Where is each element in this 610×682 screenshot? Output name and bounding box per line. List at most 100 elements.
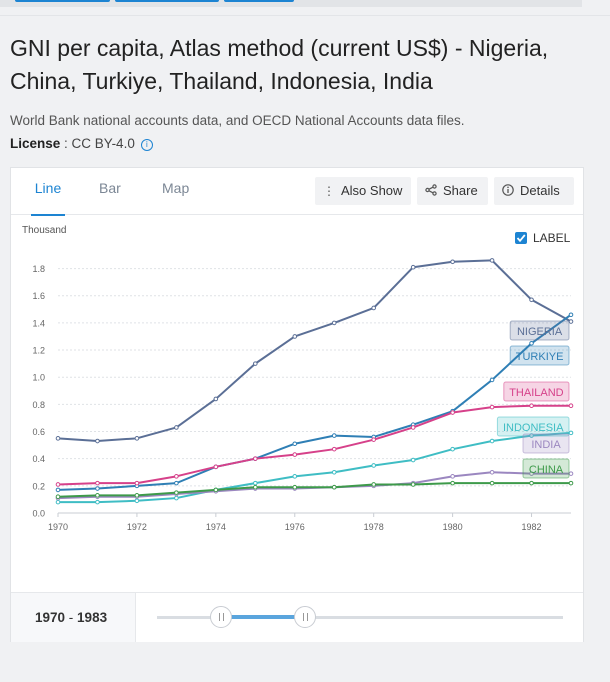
series-label-box xyxy=(522,458,570,479)
also-show-button[interactable]: ⋮ Also Show xyxy=(315,177,411,205)
data-point[interactable] xyxy=(213,487,219,493)
data-point[interactable] xyxy=(253,480,258,486)
data-point[interactable] xyxy=(331,446,337,452)
label-checkbox[interactable] xyxy=(515,232,527,244)
y-tick-label: 1.6 xyxy=(32,291,45,301)
data-point[interactable] xyxy=(174,425,179,430)
data-point[interactable] xyxy=(174,490,179,495)
x-tick-label: 1972 xyxy=(127,522,147,532)
data-point[interactable] xyxy=(568,480,574,486)
data-point[interactable] xyxy=(331,484,337,490)
data-point[interactable] xyxy=(213,464,219,470)
y-tick-label: 1.4 xyxy=(32,318,45,328)
data-point[interactable] xyxy=(371,305,376,311)
data-point[interactable] xyxy=(331,433,337,438)
data-point[interactable] xyxy=(371,482,376,487)
data-point[interactable] xyxy=(174,495,179,501)
data-point[interactable] xyxy=(450,474,455,479)
data-point[interactable] xyxy=(331,469,337,475)
range-slider-selection[interactable] xyxy=(221,615,305,619)
data-point[interactable] xyxy=(292,452,298,457)
series-line-nigeria[interactable] xyxy=(57,259,572,443)
data-point[interactable] xyxy=(55,436,61,441)
tab-map[interactable]: Map xyxy=(162,180,190,196)
data-point[interactable] xyxy=(410,264,416,270)
data-point[interactable] xyxy=(292,334,298,339)
data-point[interactable] xyxy=(95,493,100,498)
top-toolbar-strip xyxy=(0,0,582,7)
y-tick-label: 0.2 xyxy=(32,481,45,491)
data-point[interactable] xyxy=(568,312,574,318)
data-point[interactable] xyxy=(568,403,574,409)
data-point[interactable] xyxy=(95,499,100,505)
series-label-thailand: THAILAND xyxy=(503,381,570,402)
data-point[interactable] xyxy=(489,469,495,475)
data-point[interactable] xyxy=(568,471,574,476)
data-point[interactable] xyxy=(489,258,495,263)
top-tab-indicator-2 xyxy=(115,0,219,2)
data-point[interactable] xyxy=(529,403,534,409)
data-point[interactable] xyxy=(450,259,455,265)
data-point[interactable] xyxy=(410,425,416,430)
data-point[interactable] xyxy=(529,297,534,303)
source-note: World Bank national accounts data, and O… xyxy=(10,113,465,128)
data-point[interactable] xyxy=(55,482,61,487)
data-point[interactable] xyxy=(292,484,298,490)
data-point[interactable] xyxy=(410,482,416,487)
data-point[interactable] xyxy=(489,480,495,486)
series-label-indonesia: INDONESIA xyxy=(496,416,570,437)
data-point[interactable] xyxy=(450,446,455,452)
data-point[interactable] xyxy=(253,456,258,461)
data-point[interactable] xyxy=(529,480,534,486)
x-tick-label: 1978 xyxy=(364,522,384,532)
range-slider-start-handle[interactable] xyxy=(210,606,232,628)
data-point[interactable] xyxy=(371,437,376,442)
tab-line[interactable]: Line xyxy=(31,180,65,216)
series-line-turkiye[interactable] xyxy=(57,313,572,491)
data-point[interactable] xyxy=(55,494,61,500)
data-point[interactable] xyxy=(410,457,416,463)
data-point[interactable] xyxy=(489,404,495,410)
share-icon xyxy=(425,177,437,205)
data-point[interactable] xyxy=(95,438,100,444)
data-point[interactable] xyxy=(55,499,61,505)
series-label-text: NIGERIA xyxy=(517,326,563,338)
data-point[interactable] xyxy=(95,480,100,486)
series-label-box xyxy=(522,433,570,454)
data-point[interactable] xyxy=(174,480,179,486)
series-line-indonesia[interactable] xyxy=(58,431,572,504)
data-point[interactable] xyxy=(134,493,140,498)
data-point[interactable] xyxy=(213,396,219,402)
data-point[interactable] xyxy=(292,441,298,447)
data-point[interactable] xyxy=(568,430,574,436)
data-point[interactable] xyxy=(292,474,298,479)
range-slider-track[interactable] xyxy=(157,616,563,619)
label-toggle[interactable]: LABEL xyxy=(515,231,571,245)
data-point[interactable] xyxy=(174,474,179,479)
series-line-china[interactable] xyxy=(57,482,571,498)
data-point[interactable] xyxy=(568,319,574,324)
range-slider-end-handle[interactable] xyxy=(294,606,316,628)
data-point[interactable] xyxy=(529,471,534,476)
data-point[interactable] xyxy=(134,436,140,441)
data-point[interactable] xyxy=(55,487,61,493)
series-line-thailand[interactable] xyxy=(57,404,571,486)
series-label-text: THAILAND xyxy=(509,387,563,399)
data-point[interactable] xyxy=(450,480,455,486)
details-button[interactable]: Details xyxy=(494,177,574,205)
data-point[interactable] xyxy=(95,486,100,491)
data-point[interactable] xyxy=(134,498,140,504)
share-button[interactable]: Share xyxy=(417,177,488,205)
data-point[interactable] xyxy=(134,480,140,486)
series-lines xyxy=(55,258,574,505)
data-point[interactable] xyxy=(253,361,258,366)
data-point[interactable] xyxy=(371,463,376,468)
data-point[interactable] xyxy=(253,484,258,490)
data-point[interactable] xyxy=(529,340,534,346)
data-point[interactable] xyxy=(489,438,495,444)
info-icon[interactable]: i xyxy=(140,139,153,151)
data-point[interactable] xyxy=(331,320,337,326)
data-point[interactable] xyxy=(489,377,495,383)
tab-bar[interactable]: Bar xyxy=(99,180,121,196)
data-point[interactable] xyxy=(450,410,455,415)
